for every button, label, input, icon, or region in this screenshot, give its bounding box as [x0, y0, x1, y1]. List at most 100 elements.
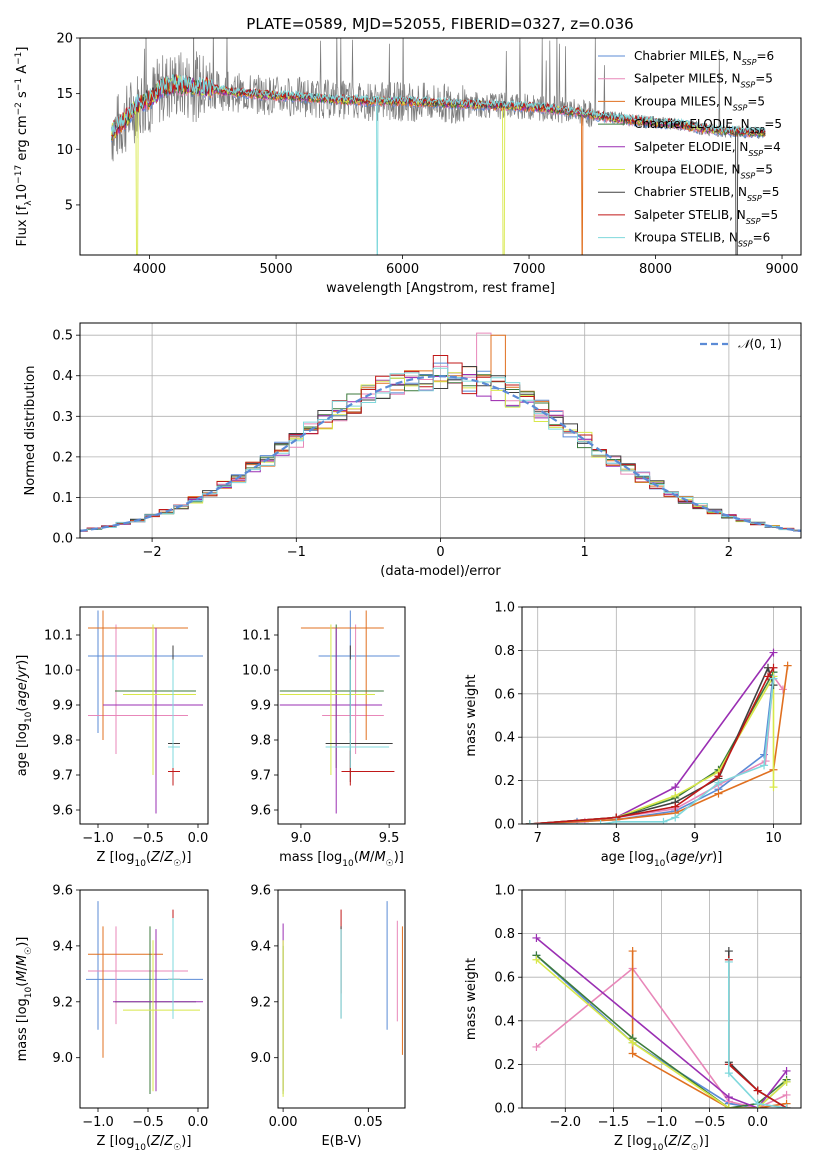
- y-axis-label: mass [log10(M/M☉)]: [15, 937, 34, 1062]
- y-tick-label: 9.6: [52, 804, 73, 819]
- x-axis-label: E(B-V): [321, 1134, 361, 1149]
- weight-marker: [628, 947, 637, 956]
- y-tick-label: 9.6: [250, 884, 271, 899]
- weight-marker: [714, 778, 723, 787]
- legend-label: Kroupa MILES, NSSP=5: [634, 94, 765, 112]
- panel-weight_vs_Z: −2.0 −1.5 −1.0 −0.5 0.0 0.0 0.2 0.4 0.6 0.8 1.0 Z […: [464, 884, 802, 1153]
- legend-label: Kroupa ELODIE, NSSP=5: [634, 163, 773, 181]
- weight-marker: [628, 1049, 637, 1058]
- y-axis-label: mass weight: [464, 674, 479, 756]
- y-tick-label: 10.1: [44, 629, 73, 644]
- y-tick-label: 9.7: [250, 769, 271, 784]
- weight-marker: [724, 957, 733, 966]
- weight-marker: [763, 672, 772, 681]
- legend-label: Kroupa STELIB, NSSP=6: [634, 231, 770, 249]
- weight-marker: [532, 1042, 541, 1051]
- y-tick-label: 9.8: [250, 734, 271, 749]
- x-tick-label: 7: [534, 831, 542, 846]
- histogram-step: [80, 367, 801, 532]
- x-tick-label: 9000: [765, 262, 798, 277]
- y-tick-label: 9.0: [52, 1051, 73, 1066]
- y-tick-label: 9.6: [250, 804, 271, 819]
- model-spectrum: [111, 73, 766, 255]
- panel-residuals: −2 −1 0 1 2 0.0 0.1 0.2 0.3 0.4 0.5 (data-model)/er…: [23, 322, 802, 579]
- x-tick-label: 0.0: [188, 831, 209, 846]
- weight-marker: [671, 802, 680, 811]
- y-tick-label: 10.0: [242, 664, 271, 679]
- y-tick-label: 9.6: [52, 884, 73, 899]
- weight-marker: [760, 761, 769, 770]
- legend-label: Chabrier STELIB, NSSP=5: [634, 185, 779, 203]
- x-tick-label: 0: [436, 545, 444, 560]
- y-tick-label: 0.2: [494, 774, 515, 789]
- y-tick-label: 9.9: [52, 699, 73, 714]
- plot-area-mass_vs_Z: [86, 901, 203, 1095]
- plot-area-age_vs_mass: [279, 610, 400, 814]
- y-tick-label: 0.4: [494, 1014, 515, 1029]
- y-tick-label: 10.1: [242, 629, 271, 644]
- axes-frame: [521, 606, 802, 825]
- legend-label: Salpeter ELODIE, NSSP=4: [634, 140, 781, 158]
- legend-label: Salpeter MILES, NSSP=5: [634, 72, 773, 90]
- weight-marker: [724, 1093, 733, 1102]
- x-axis-label: mass [log10(M/M☉)]: [279, 850, 404, 869]
- weight-line: [529, 674, 784, 824]
- weight-marker: [769, 783, 778, 792]
- weight-line: [631, 951, 787, 1108]
- x-tick-label: −1.5: [598, 1115, 630, 1130]
- normal-reference-curve: [80, 375, 801, 532]
- weight-marker: [782, 1077, 791, 1086]
- weight-marker: [612, 817, 621, 824]
- x-tick-label: −1.0: [82, 1115, 114, 1130]
- x-tick-label: −0.5: [694, 1115, 726, 1130]
- x-tick-label: 6000: [386, 262, 419, 277]
- panel-mass_vs_ebv: 0.00 0.05 9.0 9.2 9.4 9.6 E(B-V): [250, 884, 406, 1149]
- y-tick-label: 10: [56, 143, 73, 158]
- x-tick-label: 9.5: [379, 831, 400, 846]
- x-tick-label: 8: [612, 831, 620, 846]
- panel-weight_vs_age: 7 8 9 10 0.0 0.2 0.4 0.6 0.8 1.0 age [log10(age/yr…: [464, 601, 802, 869]
- y-tick-label: 0.5: [52, 329, 73, 344]
- y-tick-label: 10.0: [44, 664, 73, 679]
- y-tick-label: 0.1: [52, 491, 73, 506]
- x-tick-label: −0.5: [132, 831, 164, 846]
- weight-marker: [753, 1099, 762, 1108]
- weight-marker: [724, 1069, 733, 1078]
- y-tick-label: 5: [65, 198, 73, 213]
- weight-marker: [724, 1104, 733, 1108]
- y-tick-label: 1.0: [494, 884, 515, 899]
- weight-marker: [769, 674, 778, 683]
- y-axis-label: Flux [fλ10−17 erg cm−2 s−1 A−1]: [14, 47, 34, 247]
- x-tick-label: 8000: [639, 262, 672, 277]
- x-axis-label: Z [log10(Z/Z☉)]: [97, 850, 192, 869]
- x-tick-label: 10: [765, 831, 782, 846]
- plot-area-age_vs_Z: [88, 610, 203, 814]
- y-tick-label: 9.0: [250, 1051, 271, 1066]
- weight-marker: [778, 685, 787, 694]
- axes-frame: [277, 606, 406, 825]
- axes-frame: [79, 322, 802, 539]
- weight-line: [529, 673, 775, 824]
- weight-marker: [628, 1038, 637, 1047]
- y-tick-label: 0.2: [52, 450, 73, 465]
- y-tick-label: 0.4: [52, 369, 73, 384]
- x-tick-label: 4000: [133, 262, 166, 277]
- y-tick-label: 9.2: [250, 995, 271, 1010]
- legend-label: Chabrier MILES, NSSP=6: [634, 49, 774, 67]
- x-axis-label: Z [log10(Z/Z☉)]: [614, 1134, 709, 1153]
- plot-area-mass_vs_ebv: [282, 901, 403, 1097]
- axes-frame: [79, 889, 209, 1109]
- x-tick-label: −0.5: [132, 1115, 164, 1130]
- plot-area-spectrum: [111, 38, 766, 255]
- panel-age_vs_Z: −1.0 −0.5 0.0 9.6 9.7 9.8 9.9 10.0 10.1 Z [log10(…: [15, 606, 209, 869]
- x-tick-label: 2: [725, 545, 733, 560]
- x-tick-label: 0.0: [188, 1115, 209, 1130]
- x-axis-label: age [log10(age/yr)]: [601, 850, 723, 869]
- weight-marker: [769, 648, 778, 657]
- x-tick-label: 5000: [260, 262, 293, 277]
- y-tick-label: 0.3: [52, 410, 73, 425]
- weight-line: [529, 671, 775, 824]
- y-axis-label: age [log10(age/yr)]: [15, 655, 34, 777]
- legend-label: Salpeter STELIB, NSSP=5: [634, 208, 778, 226]
